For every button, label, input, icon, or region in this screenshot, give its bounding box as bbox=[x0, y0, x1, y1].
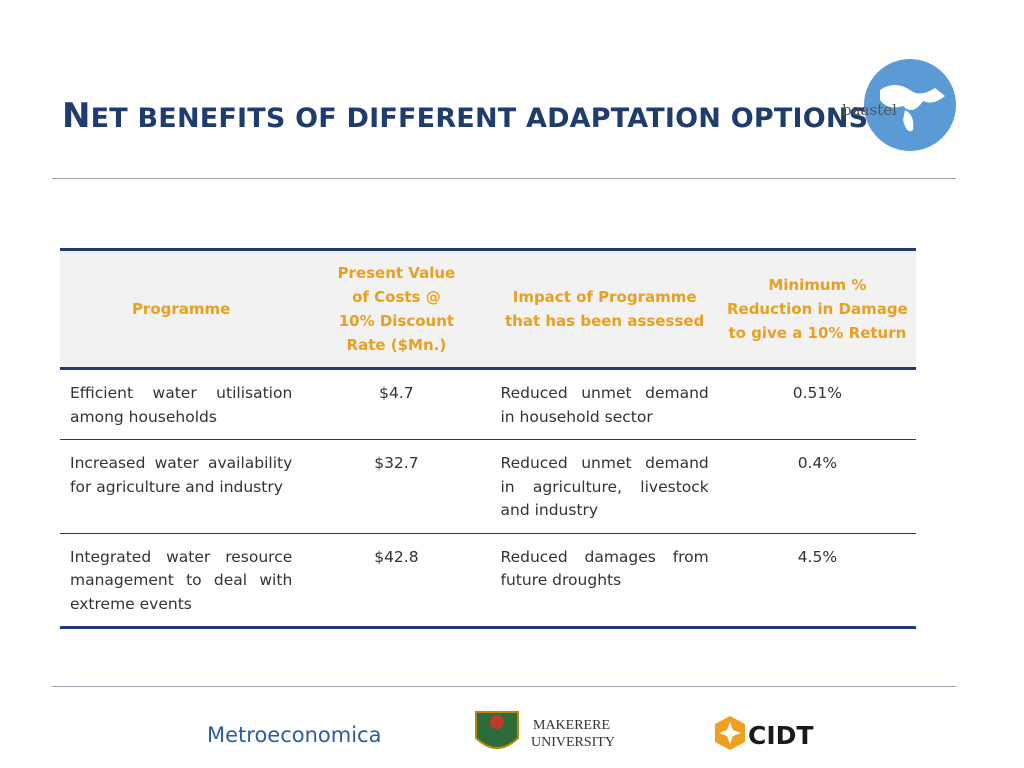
table-cell: Increased water availability for agricul… bbox=[60, 439, 303, 534]
cidt-star bbox=[719, 722, 741, 744]
column-header: Present Value of Costs @ 10% Discount Ra… bbox=[302, 248, 491, 370]
table-cell: $32.7 bbox=[302, 439, 491, 534]
table: Programme Present Value of Costs @ 10% D… bbox=[60, 248, 916, 629]
makerere-logo: MAKERERE bbox=[533, 718, 610, 733]
column-header: Minimum % Reduction in Damage to give a … bbox=[718, 248, 916, 370]
crest-emblem bbox=[490, 715, 504, 729]
metroeconomica-logo: Metroeconomica bbox=[207, 723, 381, 747]
table-cell: Efficient water utilisation among househ… bbox=[60, 368, 303, 440]
table-row: Efficient water utilisation among househ… bbox=[60, 368, 916, 440]
header-rule bbox=[52, 178, 956, 179]
header-row: Programme Present Value of Costs @ 10% D… bbox=[60, 248, 916, 370]
table-row: Increased water availability for agricul… bbox=[60, 439, 916, 534]
table-cell: 0.4% bbox=[718, 439, 916, 534]
table-cell: Integrated water resource management to … bbox=[60, 533, 303, 629]
table-cell: Reduced unmet demand in household sector bbox=[490, 368, 719, 440]
column-header: Impact of Programme that has been assess… bbox=[490, 248, 719, 370]
column-header: Programme bbox=[60, 248, 303, 370]
table-cell: $42.8 bbox=[302, 533, 491, 629]
footer-rule bbox=[52, 686, 956, 687]
cidt-logo: CIDT bbox=[748, 721, 813, 750]
table-cell: Reduced damages from future droughts bbox=[490, 533, 719, 629]
baastel-logo: baastel bbox=[842, 101, 897, 119]
makerere-logo: UNIVERSITY bbox=[531, 735, 615, 750]
globe-land bbox=[880, 85, 945, 132]
table-row: Integrated water resource management to … bbox=[60, 533, 916, 629]
table-cell: 4.5% bbox=[718, 533, 916, 629]
slide-title: NET BENEFITS OF DIFFERENT ADAPTATION OPT… bbox=[62, 96, 869, 136]
table-cell: Reduced unmet demand in agriculture, liv… bbox=[490, 439, 719, 534]
table-cell: 0.51% bbox=[718, 368, 916, 440]
makerere-crest bbox=[475, 711, 519, 749]
table-cell: $4.7 bbox=[302, 368, 491, 440]
